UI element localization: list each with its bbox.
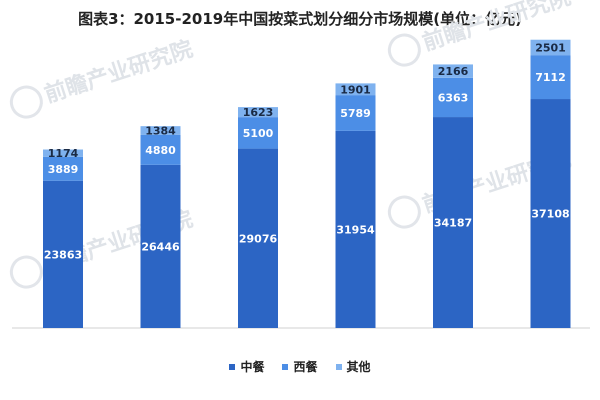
legend-swatch-zhongcan <box>229 363 236 370</box>
bar-qita-2 <box>238 107 278 118</box>
bar-qita-1 <box>140 126 181 135</box>
chart-title: 图表3：2015-2019年中国按菜式划分细分市场规模(单位：亿元) <box>78 10 522 28</box>
bar-zhongcan-5 <box>530 99 571 329</box>
data-label-xican-4: 6363 <box>438 91 469 104</box>
data-label-qita-3: 1901 <box>340 83 371 96</box>
legend-item-qita: 其他 <box>335 358 371 375</box>
data-label-qita-2: 1623 <box>243 106 274 119</box>
legend-swatch-xican <box>282 363 289 370</box>
legend-swatch-qita <box>335 363 342 370</box>
watermark-text: 前瞻产业研究院 <box>41 36 196 108</box>
legend-item-xican: 西餐 <box>282 358 318 375</box>
bar-zhongcan-1 <box>140 164 181 328</box>
bar-xican-2 <box>238 117 278 149</box>
legend-label-zhongcan: 中餐 <box>240 360 265 374</box>
bar-zhongcan-3 <box>335 130 376 328</box>
data-label-qita-4: 2166 <box>438 65 469 78</box>
legend-label-xican: 西餐 <box>293 360 318 374</box>
watermark-logo-icon <box>387 195 421 229</box>
watermark-logo-icon <box>9 255 43 289</box>
data-label-zhongcan-4: 34187 <box>434 217 472 230</box>
legend-label-qita: 其他 <box>346 360 371 374</box>
data-label-zhongcan-3: 31954 <box>336 223 375 236</box>
bar-qita-4 <box>433 64 473 78</box>
bar-qita-5 <box>530 39 571 56</box>
bar-xican-5 <box>530 55 571 100</box>
data-label-xican-2: 5100 <box>243 127 274 140</box>
data-label-xican-3: 5789 <box>340 107 371 120</box>
data-label-zhongcan-2: 29076 <box>239 232 278 245</box>
data-label-zhongcan-0: 23863 <box>44 248 82 261</box>
data-label-zhongcan-1: 26446 <box>141 240 180 253</box>
data-label-zhongcan-5: 37108 <box>531 208 569 221</box>
legend: 中餐 西餐 其他 <box>0 358 600 375</box>
data-label-qita-0: 1174 <box>48 147 79 160</box>
bars-layer: 23863 3889 1174 26446 4880 1384 29076 5100 1623 3… <box>43 39 571 329</box>
bar-xican-4 <box>433 77 473 118</box>
bar-zhongcan-4 <box>433 117 473 329</box>
data-label-xican-0: 3889 <box>48 163 79 176</box>
data-label-xican-5: 7112 <box>535 71 566 84</box>
data-label-xican-1: 4880 <box>145 144 176 157</box>
legend-item-zhongcan: 中餐 <box>229 358 264 375</box>
bar-qita-0 <box>43 149 83 157</box>
bar-zhongcan-2 <box>238 148 278 328</box>
bar-xican-1 <box>140 134 181 165</box>
watermark-0: 前瞻产业研究院 <box>9 36 196 119</box>
bar-xican-3 <box>335 95 376 131</box>
bar-xican-0 <box>43 156 83 181</box>
data-label-qita-1: 1384 <box>145 124 176 137</box>
bar-zhongcan-0 <box>43 180 83 328</box>
bar-qita-3 <box>335 83 376 96</box>
watermark-logo-icon <box>9 85 43 119</box>
watermark-logo-icon <box>387 33 421 67</box>
data-label-qita-5: 2501 <box>535 41 566 54</box>
